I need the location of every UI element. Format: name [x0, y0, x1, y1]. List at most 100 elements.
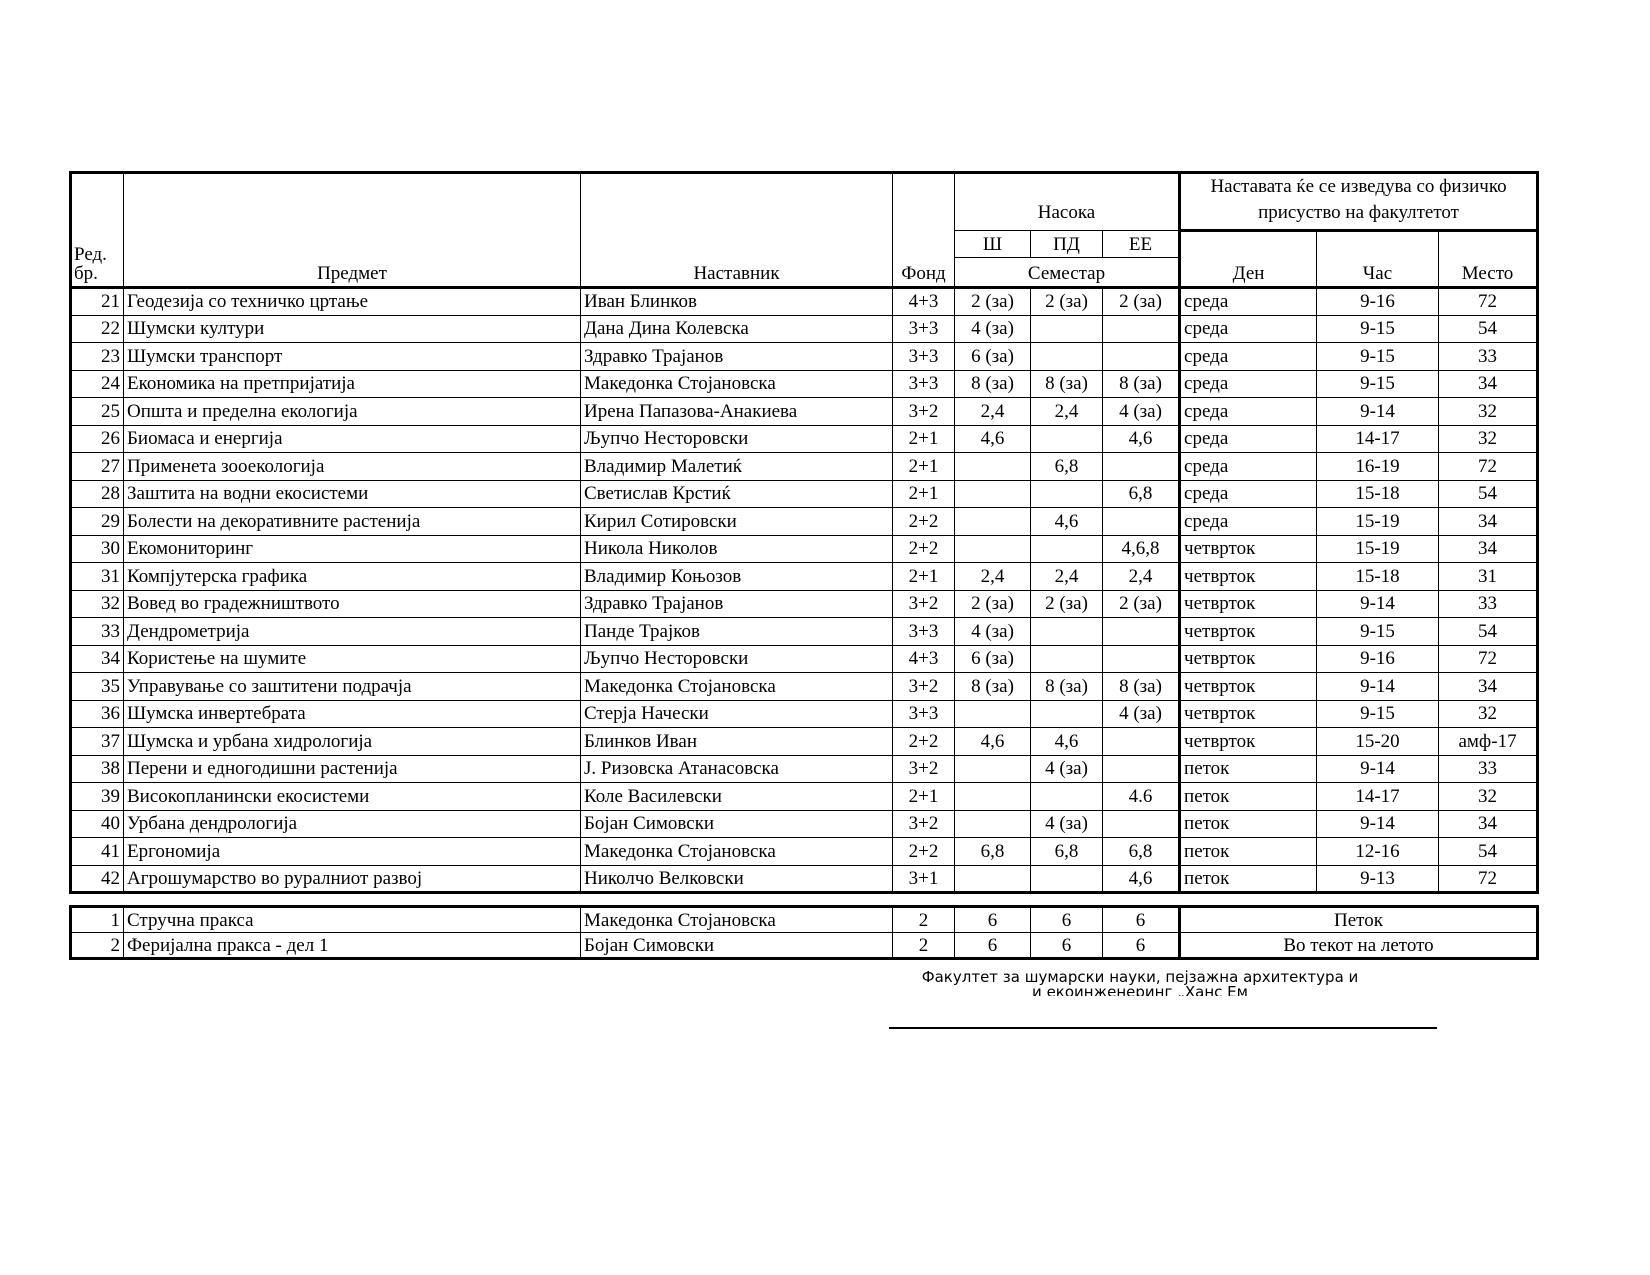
- place-cell: 32: [1438, 782, 1539, 811]
- direction-pd-cell: 6: [1030, 932, 1103, 959]
- subject-cell: Компјутерска графика: [123, 562, 581, 591]
- practice-row: 1 Стручна пракса Македонка Стојановска 2 6 6 6…: [70, 906, 1538, 933]
- direction-pd-cell: 4,6: [1030, 727, 1103, 756]
- direction-sh-cell: 6 (за): [954, 644, 1031, 673]
- row-number: 39: [70, 782, 124, 811]
- direction-ee-cell: 4,6: [1101, 424, 1181, 453]
- teacher-cell: Бојан Симовски: [580, 932, 893, 959]
- subject-cell: Користење на шумите: [123, 644, 581, 673]
- row-number: 22: [70, 314, 124, 343]
- subject-cell: Општа и пределна екологија: [123, 397, 581, 426]
- subject-cell: Вовед во градежништвото: [123, 589, 581, 618]
- row-number: 35: [70, 672, 124, 701]
- place-cell: 72: [1438, 864, 1539, 893]
- direction-pd-cell: 8 (за): [1030, 672, 1103, 701]
- subject-cell: Ергономија: [123, 837, 581, 866]
- place-cell: 72: [1438, 452, 1539, 481]
- table-row: 29 Болести на декоративните растенија Кири…: [70, 507, 1539, 536]
- table-row: 24 Економика на претпријатија Македонка Ст…: [70, 369, 1539, 398]
- teacher-cell: Љупчо Несторовски: [580, 644, 893, 673]
- table-row: 42 Агрошумарство во руралниот развој Никол…: [70, 864, 1539, 893]
- direction-sh-cell: [954, 479, 1031, 508]
- table-row: 21 Геодезија со техничко цртање Иван Блинк…: [70, 287, 1539, 316]
- place-cell: 32: [1438, 699, 1539, 728]
- row-number: 40: [70, 809, 124, 838]
- fund-cell: 3+3: [892, 314, 955, 343]
- row-number: 2: [70, 932, 124, 959]
- day-cell: среда: [1178, 507, 1318, 536]
- header-direction-sh: Ш: [954, 230, 1031, 258]
- row-number: 21: [70, 287, 124, 316]
- table-row: 26 Биомаса и енергија Љупчо Несторовски 2+1…: [70, 424, 1539, 453]
- direction-pd-cell: [1030, 479, 1103, 508]
- hour-cell: 15-19: [1316, 534, 1440, 563]
- direction-pd-cell: 2,4: [1030, 397, 1103, 426]
- direction-sh-cell: 2 (за): [954, 589, 1031, 618]
- header-day: Ден: [1178, 230, 1318, 288]
- practice-table: 1 Стручна пракса Македонка Стојановска 2 6 6 6…: [69, 905, 1539, 960]
- day-cell: петок: [1178, 782, 1318, 811]
- teacher-cell: Иван Блинков: [580, 287, 893, 316]
- direction-ee-cell: 2 (за): [1101, 589, 1181, 618]
- table-row: 39 Високопланински екосистеми Коле Василев…: [70, 782, 1539, 811]
- subject-cell: Управување со заштитени подрачја: [123, 672, 581, 701]
- day-cell: четврток: [1178, 534, 1318, 563]
- table-row: 40 Урбана дендрологија Бојан Симовски 3+2 4 …: [70, 809, 1539, 838]
- day-cell: среда: [1178, 452, 1318, 481]
- subject-cell: Економика на претпријатија: [123, 369, 581, 398]
- subject-cell: Биомаса и енергија: [123, 424, 581, 453]
- direction-sh-cell: 4,6: [954, 727, 1031, 756]
- fund-cell: 3+2: [892, 672, 955, 701]
- subject-cell: Заштита на водни екосистеми: [123, 479, 581, 508]
- teacher-cell: Стерја Начески: [580, 699, 893, 728]
- direction-sh-cell: 2,4: [954, 397, 1031, 426]
- fund-cell: 2+2: [892, 534, 955, 563]
- direction-pd-cell: 8 (за): [1030, 369, 1103, 398]
- direction-ee-cell: [1101, 342, 1181, 371]
- subject-cell: Болести на декоративните растенија: [123, 507, 581, 536]
- place-cell: 72: [1438, 644, 1539, 673]
- faculty-signature-label: Факултет за шумарски науки, пејзажна арх…: [880, 970, 1400, 997]
- direction-pd-cell: [1030, 782, 1103, 811]
- teacher-cell: Ирена Папазова-Анакиева: [580, 397, 893, 426]
- row-number: 1: [70, 906, 124, 933]
- table-row: 35 Управување со заштитени подрачја Македо…: [70, 672, 1539, 701]
- direction-sh-cell: 8 (за): [954, 672, 1031, 701]
- fund-cell: 3+2: [892, 589, 955, 618]
- schedule-cell: Петок: [1178, 906, 1538, 933]
- day-cell: петок: [1178, 754, 1318, 783]
- direction-ee-cell: [1101, 644, 1181, 673]
- table-row: 23 Шумски транспорт Здравко Трајанов 3+3 6 (…: [70, 342, 1539, 371]
- header-no: Ред. бр.: [70, 172, 124, 288]
- direction-sh-cell: 6: [954, 906, 1031, 933]
- row-number: 31: [70, 562, 124, 591]
- day-cell: четврток: [1178, 727, 1318, 756]
- header-presence: Наставата ќе се изведува со физичко прис…: [1178, 172, 1539, 232]
- practice-row: 2 Феријална пракса - дел 1 Бојан Симовски 2…: [70, 932, 1538, 959]
- subject-cell: Урбана дендрологија: [123, 809, 581, 838]
- place-cell: 54: [1438, 479, 1539, 508]
- fund-cell: 3+2: [892, 754, 955, 783]
- fund-cell: 3+3: [892, 617, 955, 646]
- place-cell: 34: [1438, 672, 1539, 701]
- day-cell: петок: [1178, 864, 1318, 893]
- hour-cell: 9-14: [1316, 589, 1440, 618]
- day-cell: четврток: [1178, 562, 1318, 591]
- direction-pd-cell: [1030, 424, 1103, 453]
- table-row: 31 Компјутерска графика Владимир Коњозов 2+…: [70, 562, 1539, 591]
- direction-sh-cell: [954, 809, 1031, 838]
- hour-cell: 9-16: [1316, 644, 1440, 673]
- table-row: 30 Екомониторинг Никола Николов 2+2 4,6,8 чет…: [70, 534, 1539, 563]
- row-number: 32: [70, 589, 124, 618]
- table-row: 22 Шумски култури Дана Дина Колевска 3+3 4 (…: [70, 314, 1539, 343]
- direction-pd-cell: 4 (за): [1030, 809, 1103, 838]
- teacher-cell: Бојан Симовски: [580, 809, 893, 838]
- place-cell: 72: [1438, 287, 1539, 316]
- row-number: 30: [70, 534, 124, 563]
- fund-cell: 3+1: [892, 864, 955, 893]
- signature-line: [889, 1027, 1437, 1029]
- direction-pd-cell: [1030, 644, 1103, 673]
- direction-ee-cell: 8 (за): [1101, 672, 1181, 701]
- subject-cell: Стручна пракса: [123, 906, 581, 933]
- day-cell: четврток: [1178, 699, 1318, 728]
